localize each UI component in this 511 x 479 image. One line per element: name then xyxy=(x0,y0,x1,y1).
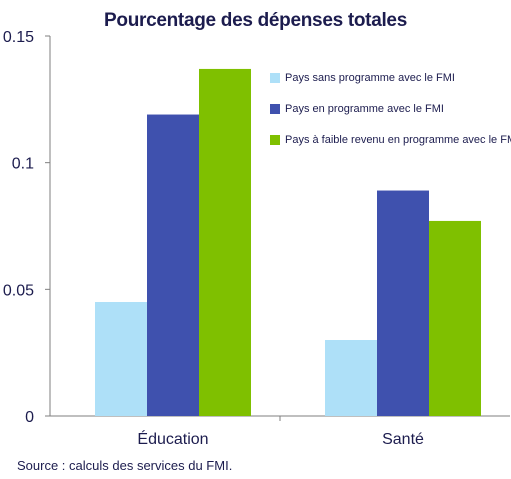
source-note: Source : calculs des services du FMI. xyxy=(17,458,233,473)
bar xyxy=(147,114,199,417)
bar xyxy=(429,220,481,416)
legend-label-3: Pays à faible revenu en programme avec l… xyxy=(285,133,511,146)
x-tick-label: Éducation xyxy=(137,429,208,448)
legend-label-2: Pays en programme avec le FMI xyxy=(285,102,444,115)
legend-item-3: Pays à faible revenu en programme avec l… xyxy=(270,132,511,147)
bars xyxy=(95,68,481,417)
x-tick-label: Santé xyxy=(382,431,424,448)
legend-swatch-1 xyxy=(270,72,280,83)
legend: Pays sans programme avec le FMI Pays en … xyxy=(270,70,511,163)
tick-labels: 0 0.05 0.1 0.15 Éducation Santé xyxy=(3,29,424,448)
legend-item-1: Pays sans programme avec le FMI xyxy=(270,70,511,85)
y-tick-label: 0 xyxy=(25,409,34,426)
bar xyxy=(95,302,147,416)
y-tick-label: 0.1 xyxy=(12,156,34,173)
chart-title: Pourcentage des dépenses totales xyxy=(104,10,407,31)
bar xyxy=(377,190,429,416)
legend-item-2: Pays en programme avec le FMI xyxy=(270,101,511,116)
bar xyxy=(199,68,251,416)
y-tick-label: 0.05 xyxy=(3,282,34,299)
bar xyxy=(325,340,377,416)
y-tick-label: 0.15 xyxy=(3,29,34,46)
legend-label-1: Pays sans programme avec le FMI xyxy=(285,71,455,84)
legend-swatch-3 xyxy=(270,134,280,145)
legend-swatch-2 xyxy=(270,103,280,114)
